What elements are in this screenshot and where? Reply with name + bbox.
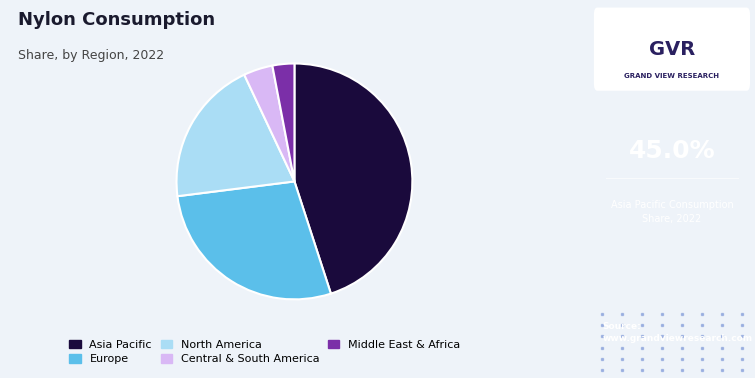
Wedge shape	[244, 66, 294, 181]
Text: GRAND VIEW RESEARCH: GRAND VIEW RESEARCH	[624, 73, 720, 79]
Wedge shape	[273, 64, 294, 181]
Legend: Asia Pacific, Europe, North America, Central & South America, Middle East & Afri: Asia Pacific, Europe, North America, Cen…	[65, 335, 465, 369]
Wedge shape	[177, 75, 294, 196]
Text: 45.0%: 45.0%	[629, 139, 715, 163]
Text: Asia Pacific Consumption
Share, 2022: Asia Pacific Consumption Share, 2022	[611, 200, 733, 224]
Wedge shape	[294, 64, 412, 294]
Text: Nylon Consumption: Nylon Consumption	[17, 11, 214, 29]
Wedge shape	[177, 181, 331, 299]
Text: Share, by Region, 2022: Share, by Region, 2022	[17, 49, 164, 62]
Text: Source:
www.grandviewresearch.com: Source: www.grandviewresearch.com	[602, 322, 752, 343]
Text: GVR: GVR	[649, 40, 695, 59]
FancyBboxPatch shape	[594, 8, 750, 91]
